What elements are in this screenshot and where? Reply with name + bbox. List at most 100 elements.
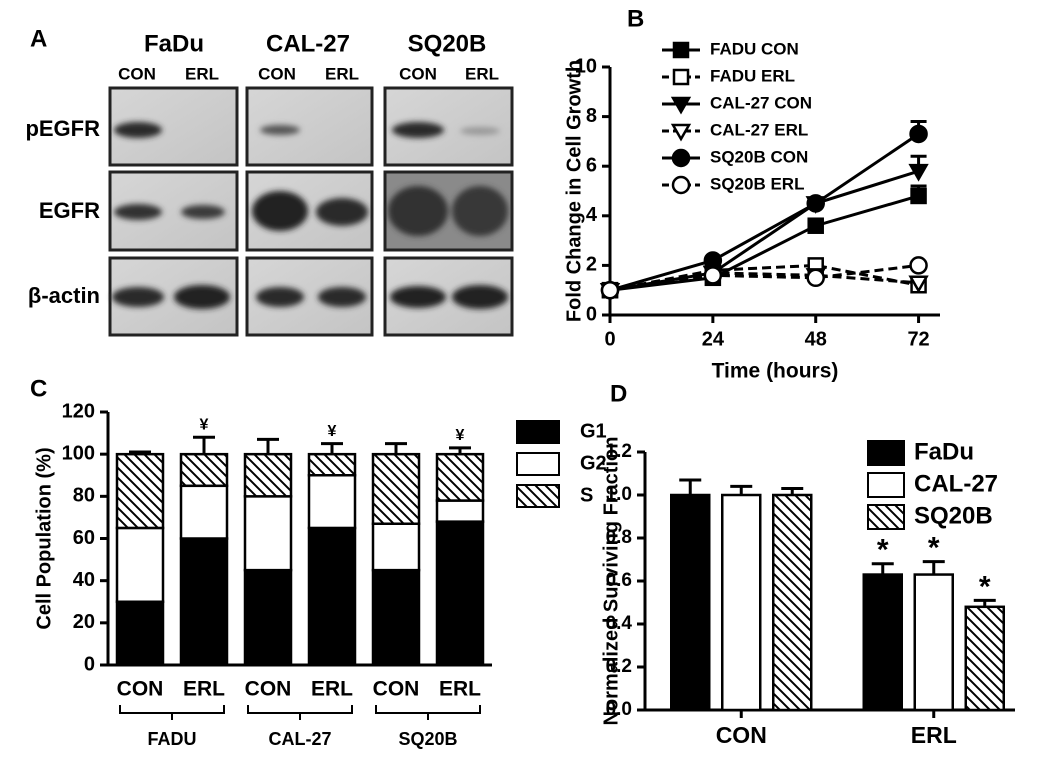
y-tick-label: 120 <box>62 400 95 422</box>
bar-segment <box>179 537 229 667</box>
error-bar <box>781 487 804 495</box>
blot-frames <box>108 86 514 337</box>
error-bar <box>385 442 407 455</box>
line <box>609 194 919 292</box>
group-bracket <box>375 705 481 720</box>
line <box>609 263 919 292</box>
x-tick-label: ERL <box>439 678 481 701</box>
bar <box>670 493 711 712</box>
x-tick-label: 72 <box>907 328 929 350</box>
error-bar <box>871 562 894 575</box>
legend-label: SQ20B CON <box>710 147 808 166</box>
group-bracket <box>247 705 353 720</box>
marker <box>703 266 723 285</box>
y-axis-label: Cell Population (%) <box>33 447 55 629</box>
line <box>609 271 919 292</box>
marker <box>806 194 825 213</box>
marker <box>670 123 692 142</box>
group-label: CAL-27 <box>268 729 331 749</box>
error-bar <box>129 450 151 455</box>
cell-line-label: CAL-27 <box>266 30 350 57</box>
legend-label: CAL-27 CON <box>710 93 812 112</box>
y-tick-label: 1.0 <box>606 484 632 505</box>
bar-segment <box>435 499 485 523</box>
annotation: ¥ <box>456 427 465 444</box>
bar-segment <box>243 452 293 498</box>
protein-label: EGFR <box>39 198 100 223</box>
line <box>609 263 919 292</box>
legend-swatch <box>867 440 905 466</box>
marker <box>909 256 928 275</box>
bar <box>862 573 903 712</box>
bar-segment <box>307 452 357 477</box>
legend-swatch <box>516 420 560 444</box>
bar <box>964 605 1005 712</box>
significance: * <box>928 532 940 565</box>
error-bar <box>321 442 343 455</box>
y-tick-label: 0.0 <box>606 699 632 720</box>
legend-label: SQ20B ERL <box>710 174 804 193</box>
bar-segment <box>435 452 485 502</box>
lane-label: ERL <box>465 64 499 83</box>
marker <box>671 148 691 168</box>
legend-label: CAL-27 ERL <box>710 120 808 139</box>
panel-label: B <box>627 5 644 32</box>
cell-line-label: SQ20B <box>408 30 487 57</box>
lane-label: CON <box>118 64 156 83</box>
legend-label: FaDu <box>914 438 974 465</box>
legend-label: SQ20B <box>914 502 993 529</box>
legend-label: G2 <box>580 452 607 474</box>
blot-bands <box>112 122 508 309</box>
y-axis-label: Normalized Surviving Fraction <box>600 437 622 726</box>
y-tick-label: 10 <box>575 55 597 77</box>
x-tick-label: ERL <box>311 678 353 701</box>
error-bar <box>449 446 471 455</box>
annotation: ¥ <box>328 423 337 440</box>
panel-label: D <box>610 380 627 407</box>
group-bracket <box>119 705 225 720</box>
bar-segment <box>243 495 293 572</box>
legend-swatch <box>516 484 560 508</box>
y-tick-label: 60 <box>73 527 95 549</box>
marker <box>908 163 929 182</box>
marker <box>671 175 691 195</box>
y-tick-label: 2 <box>586 254 597 276</box>
bar-segment <box>435 520 485 667</box>
y-tick-label: 8 <box>586 105 597 127</box>
protein-label: β-actin <box>28 283 100 308</box>
marker <box>908 275 929 294</box>
x-tick-label: ERL <box>911 722 957 748</box>
y-tick-label: 100 <box>62 442 95 464</box>
bar-segment <box>115 526 165 603</box>
x-tick-label: CON <box>245 678 292 701</box>
lane-label: ERL <box>185 64 219 83</box>
legend-label: FADU ERL <box>710 66 795 85</box>
legend-swatch <box>867 504 905 530</box>
marker <box>670 96 692 115</box>
y-tick-label: 20 <box>73 611 95 633</box>
significance: * <box>979 570 991 603</box>
marker <box>909 124 928 144</box>
error-bar <box>257 437 279 455</box>
bar-segment <box>115 452 165 530</box>
lane-label: CON <box>258 64 296 83</box>
legend-label: CAL-27 <box>914 470 998 497</box>
y-tick-label: 0 <box>586 303 597 325</box>
y-tick-label: 6 <box>586 154 597 176</box>
x-tick-label: ERL <box>183 678 225 701</box>
marker <box>672 41 690 59</box>
bar-segment <box>243 568 293 667</box>
error-bar <box>973 598 996 607</box>
bar-segment <box>179 484 229 540</box>
x-tick-label: 0 <box>604 328 615 350</box>
error-bar <box>193 435 215 455</box>
bar-segment <box>371 568 421 667</box>
panel-label: A <box>30 25 47 52</box>
x-tick-label: CON <box>716 722 767 748</box>
x-tick-label: CON <box>117 678 164 701</box>
lane-label: CON <box>399 64 437 83</box>
line <box>609 132 920 292</box>
annotation: ¥ <box>200 417 209 434</box>
legend-label: FADU CON <box>710 39 799 58</box>
